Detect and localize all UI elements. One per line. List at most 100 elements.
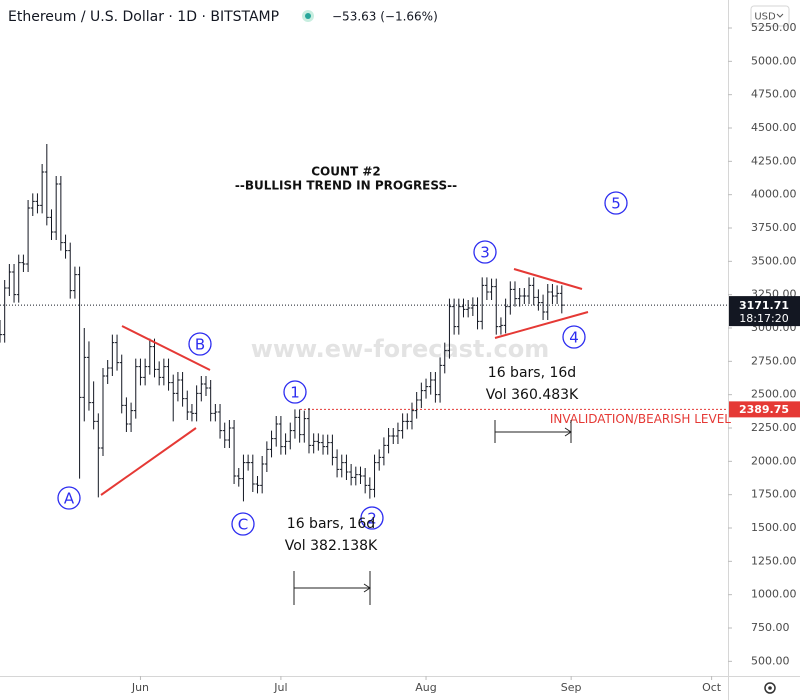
ohlc-bar (400, 413, 405, 439)
ohlc-bar (339, 454, 344, 478)
price-change: −53.63 (−1.66%) (332, 10, 438, 24)
ohlc-bar (77, 266, 82, 479)
ohlc-bar (480, 277, 485, 330)
measure-volume: Vol 360.483K (486, 387, 579, 403)
ohlc-bar (311, 433, 316, 454)
ohlc-bar (110, 334, 115, 376)
y-tick-label: 4250.00 (751, 154, 797, 167)
ohlc-bar (321, 434, 326, 455)
ohlc-bar (283, 433, 288, 455)
y-tick-label: 3750.00 (751, 221, 797, 234)
y-tick-label: 1750.00 (751, 488, 797, 501)
wave-circle (57, 486, 81, 510)
ohlc-bar (545, 284, 550, 320)
ohlc-bar (424, 378, 429, 399)
ohlc-bar (143, 358, 148, 386)
ohlc-bar (100, 368, 105, 456)
ohlc-bar (175, 372, 180, 402)
ohlc-bar (428, 372, 433, 395)
ohlc-bar (260, 456, 265, 494)
ohlc-bar (189, 404, 194, 422)
status-dot (305, 13, 311, 19)
ohlc-bar (133, 358, 138, 419)
ohlc-bar (381, 437, 386, 466)
ohlc-bar (194, 385, 199, 422)
ohlc-bar (367, 477, 372, 499)
y-tick-label: 500.00 (751, 654, 790, 667)
ohlc-bar (531, 277, 536, 306)
currency-button[interactable] (750, 5, 790, 27)
ohlc-bar (26, 200, 31, 272)
ohlc-bar (456, 298, 461, 335)
ohlc-bar (494, 278, 499, 335)
last-price-tag (729, 296, 800, 327)
settings-icon[interactable] (764, 682, 776, 694)
wave-circle (231, 512, 255, 536)
ohlc-bar (386, 428, 391, 454)
ohlc-bar (232, 420, 237, 484)
level-price-tag (729, 401, 800, 418)
ohlc-bar (353, 466, 358, 486)
ohlc-bar (442, 342, 447, 374)
ohlc-bar (21, 254, 26, 272)
ohlc-bar (171, 374, 176, 422)
x-tick-label: Jun (131, 681, 149, 694)
ohlc-bar (68, 242, 73, 299)
ohlc-bar (358, 466, 363, 484)
ohlc-bar (241, 454, 246, 502)
ohlc-bar (536, 289, 541, 311)
ohlc-bar (44, 144, 49, 226)
wave-label: 5 (611, 195, 621, 213)
chart-title: Ethereum / U.S. Dollar · 1D · BITSTAMP (8, 9, 279, 25)
y-tick-label: 5250.00 (751, 21, 797, 34)
settings-icon-center[interactable] (768, 686, 772, 690)
wave-circle (283, 380, 307, 404)
ohlc-bar (306, 408, 311, 454)
currency-label[interactable]: USD (754, 12, 776, 23)
countdown: 18:17:20 (739, 312, 788, 325)
wave-label: A (64, 490, 75, 508)
ohlc-bar (119, 354, 124, 414)
currency-caret[interactable] (776, 13, 784, 18)
ohlc-bar (63, 234, 68, 259)
y-tick-label: 2250.00 (751, 421, 797, 434)
ohlc-bar (484, 277, 489, 300)
ohlc-bar (274, 416, 279, 447)
ohlc-bar (555, 285, 560, 304)
ohlc-bar (269, 430, 274, 458)
x-tick-label: Oct (702, 681, 722, 694)
ohlc-bar (40, 164, 45, 214)
ohlc-bar (433, 372, 438, 403)
y-tick-label: 4000.00 (751, 188, 797, 201)
ohlc-bar (30, 193, 35, 216)
ohlc-bar (129, 402, 134, 432)
ohlc-bar (7, 264, 12, 296)
wave-label: 2 (367, 510, 377, 528)
ohlc-bar (292, 409, 297, 439)
ohlc-bar (503, 298, 508, 334)
wave-label: 4 (569, 329, 579, 347)
ohlc-bar (395, 422, 400, 444)
ohlc-bar (335, 449, 340, 478)
ohlc-bar (325, 434, 330, 455)
ohlc-bar (409, 402, 414, 430)
y-tick-label: 4750.00 (751, 88, 797, 101)
ohlc-bar (0, 320, 2, 343)
ohlc-bar (414, 392, 419, 419)
ohlc-bar (316, 433, 321, 451)
ohlc-bar (96, 413, 101, 498)
ohlc-bar (54, 176, 59, 240)
ohlc-bar (391, 428, 396, 444)
wave-label: 1 (290, 384, 300, 402)
plot-layer: INVALIDATION/BEARISH LEVEL (0, 144, 731, 502)
ohlc-bar (559, 285, 564, 314)
ohlc-bar (2, 280, 7, 343)
ohlc-bar (452, 298, 457, 335)
ohlc-bar (264, 441, 269, 472)
ohlc-bar (288, 422, 293, 450)
wave-label: C (238, 516, 248, 534)
y-tick-label: 1500.00 (751, 521, 797, 534)
measure-bars: 16 bars, 16d (488, 365, 576, 381)
